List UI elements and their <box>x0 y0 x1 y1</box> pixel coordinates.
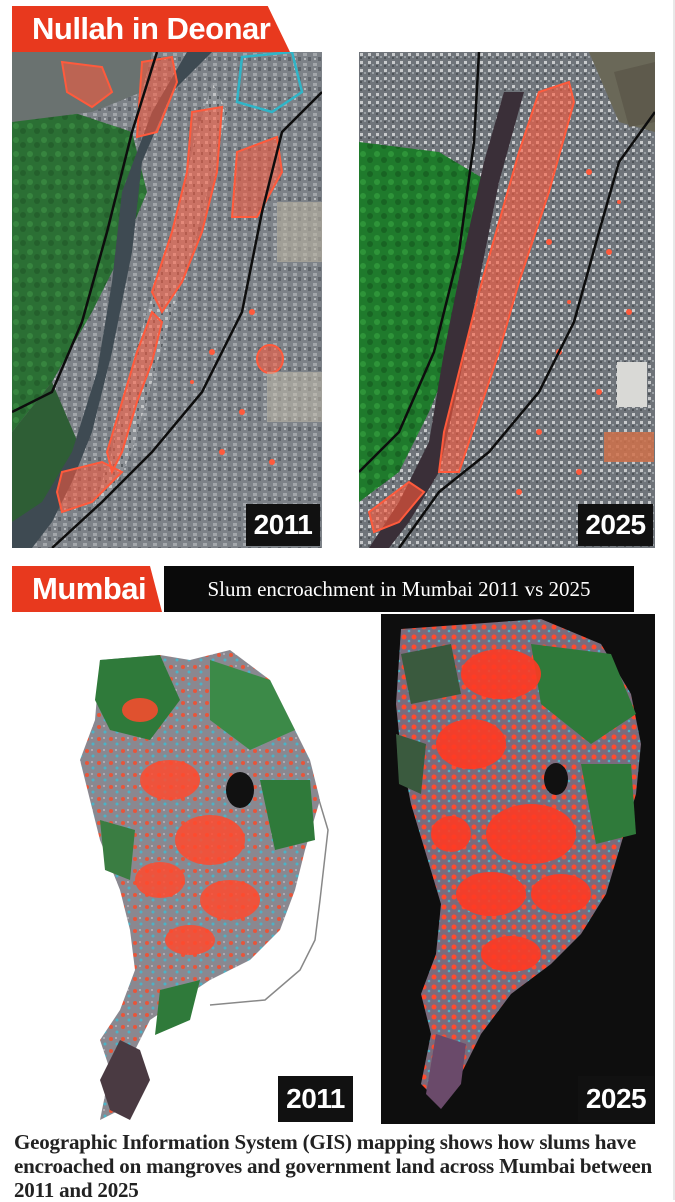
section-title-mumbai: Mumbai <box>12 566 162 612</box>
mumbai-2025-year-badge: 2025 <box>578 1076 654 1122</box>
section-subtitle: Slum encroachment in Mumbai 2011 vs 2025 <box>164 566 634 612</box>
section-title-nullah: Nullah in Deonar <box>12 6 290 52</box>
page-edge-rule <box>673 0 675 1200</box>
figure-caption: Geographic Information System (GIS) mapp… <box>14 1130 653 1202</box>
mumbai-2011-year-badge: 2011 <box>278 1076 353 1122</box>
nullah-2011-year-badge: 2011 <box>246 504 320 546</box>
mumbai-2011-map <box>60 640 360 1125</box>
nullah-2025-satellite-map <box>359 52 655 548</box>
nullah-2025-year-badge: 2025 <box>578 504 653 546</box>
nullah-2011-satellite-map <box>12 52 322 548</box>
mumbai-2025-map <box>381 614 655 1124</box>
